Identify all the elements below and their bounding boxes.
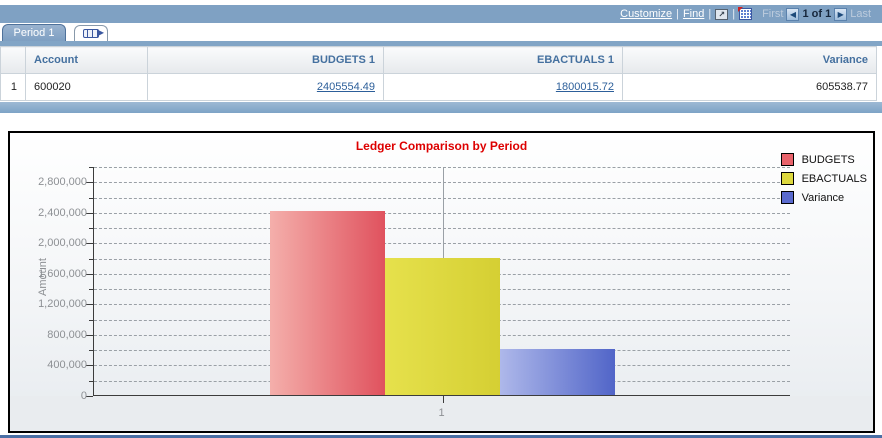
y-axis-tick (86, 182, 93, 184)
y-axis-tick (89, 197, 93, 199)
account-cell: 600020 (25, 73, 148, 101)
last-link-disabled: Last (850, 8, 871, 20)
grid-navbar: Customize | Find | ↗ | First ◀ 1 of 1 ▶ … (0, 5, 882, 23)
y-axis-tick (89, 228, 93, 230)
page-top-gap (0, 0, 882, 5)
legend-label: Variance (801, 191, 845, 204)
y-axis-tick (89, 167, 93, 168)
y-axis-tick-label: 0 (80, 390, 87, 402)
legend-swatch-icon (780, 172, 794, 185)
chart-title: Ledger Comparison by Period (355, 139, 528, 153)
row-count-indicator: 1 of 1 (802, 8, 832, 20)
plot-area: 0 400,000 800,000 1,200,000 1,600,000 2,000,0… (38, 167, 790, 403)
bar-budgets (270, 211, 385, 395)
y-axis-tick (86, 396, 93, 397)
x-axis-tick (442, 396, 444, 403)
variance-cell: 605538.77 (622, 73, 877, 101)
y-axis-tick-label: 1,600,000 (38, 267, 87, 280)
y-axis-tick-label: 2,000,000 (38, 237, 87, 250)
find-link[interactable]: Find (682, 8, 705, 20)
row-number-cell: 1 (0, 73, 26, 101)
previous-row-button[interactable]: ◀ (786, 7, 800, 21)
y-axis-tick (86, 243, 93, 245)
x-axis-zone (10, 396, 873, 431)
y-axis-tick-label: 1,200,000 (38, 298, 87, 311)
chart-gap (0, 113, 882, 131)
budgets-amount-link[interactable]: 2405554.49 (316, 81, 375, 93)
y-axis-tick (86, 334, 93, 336)
navbar-separator: | (676, 8, 679, 20)
legend-item-ebactuals: EBACTUALS (780, 172, 867, 185)
grid-bottom-scrollbar (0, 101, 882, 113)
y-axis-tick (86, 212, 93, 214)
navbar-separator: | (732, 8, 736, 20)
gridline (94, 243, 790, 245)
gridline (94, 212, 790, 214)
bar-variance (500, 348, 615, 395)
popup-window-icon[interactable]: ↗ (715, 8, 729, 20)
y-axis-tick (89, 380, 93, 382)
y-axis-tick-label: 2,400,000 (38, 206, 87, 219)
y-axis-tick (86, 273, 93, 275)
y-axis-tick-label: 2,800,000 (38, 176, 87, 189)
download-to-excel-icon[interactable] (738, 7, 753, 20)
gridline (94, 167, 790, 168)
y-axis-tick-label: 800,000 (47, 328, 87, 341)
variance-column-header: Variance (622, 46, 877, 74)
ebactuals-column-header: EBACTUALS 1 (383, 46, 623, 74)
y-axis-tick (89, 289, 93, 291)
legend-label: EBACTUALS (801, 172, 867, 185)
bar-ebactuals (385, 257, 500, 395)
legend-swatch-icon (780, 153, 794, 166)
y-axis-tick (86, 304, 93, 306)
first-link-disabled: First (762, 8, 784, 20)
gridline (94, 182, 790, 184)
chart-legend: BUDGETS EBACTUALS Variance (780, 153, 867, 210)
legend-item-budgets: BUDGETS (780, 153, 867, 166)
tab-bar: Period 1 (0, 23, 882, 41)
x-category-label: 1 (438, 407, 445, 419)
legend-swatch-icon (780, 191, 794, 204)
tab-period-1[interactable]: Period 1 (2, 24, 66, 41)
y-axis-tick (86, 365, 93, 367)
gridline (94, 197, 790, 199)
y-axis-tick (89, 350, 93, 352)
ledger-grid: Account BUDGETS 1 EBACTUALS 1 Variance 1… (0, 46, 877, 101)
legend-label: BUDGETS (801, 153, 855, 166)
grid-header-row: Account BUDGETS 1 EBACTUALS 1 Variance (0, 46, 877, 74)
y-axis-tick-label: 400,000 (47, 359, 87, 372)
show-all-columns-icon (83, 28, 104, 38)
tab-bottom-strip (0, 41, 882, 46)
account-column-header: Account (25, 46, 148, 74)
ledger-comparison-chart: Ledger Comparison by Period Amount 0 400,… (8, 131, 875, 433)
show-all-columns-tab[interactable] (74, 25, 108, 41)
page-bottom-strip (0, 435, 882, 438)
ebactuals-amount-link[interactable]: 1800015.72 (555, 81, 614, 93)
y-axis-tick (89, 319, 93, 321)
table-row: 1 600020 2405554.49 1800015.72 605538.77 (0, 73, 877, 101)
budgets-column-header: BUDGETS 1 (147, 46, 384, 74)
legend-item-variance: Variance (780, 191, 867, 204)
next-row-button[interactable]: ▶ (834, 7, 848, 21)
row-number-header (0, 46, 26, 74)
gridline (94, 228, 790, 230)
navbar-separator: | (708, 8, 712, 20)
customize-link[interactable]: Customize (620, 8, 673, 20)
y-axis-tick (89, 258, 93, 260)
